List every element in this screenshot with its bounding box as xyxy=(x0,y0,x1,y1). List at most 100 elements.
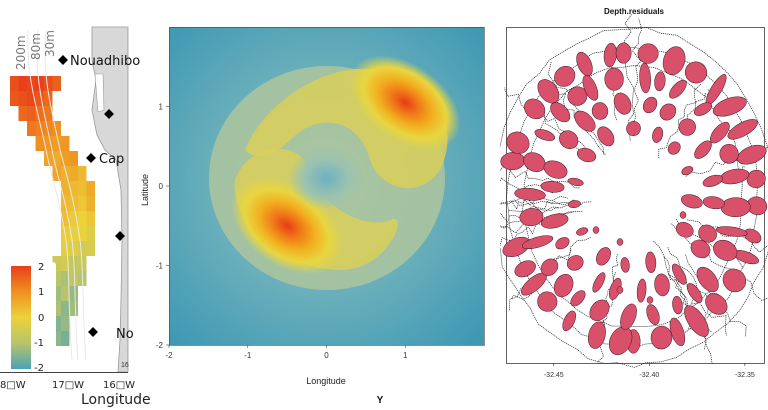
map-cell xyxy=(69,271,78,286)
residuals-chart: Depth.residuals -32.45 -32.40 -32.35 xyxy=(500,7,768,379)
map-cell xyxy=(86,181,95,196)
residuals-x-axis: -32.45 -32.40 -32.35 xyxy=(544,363,755,379)
peak-upper xyxy=(349,55,461,150)
contour-axes: -2 -1 0 1 -2 -1 0 1 xyxy=(156,103,408,361)
bay xyxy=(94,73,105,113)
residual-ellipse xyxy=(719,143,739,164)
map-panel: 200m 80m 30m Nouadhibo Cap No 16 xyxy=(0,0,160,410)
residual-ellipse xyxy=(615,42,632,64)
residual-ellipse xyxy=(587,321,606,349)
residual-ellipse xyxy=(522,235,554,250)
residuals-x-tick-label: -32.35 xyxy=(735,372,755,379)
residual-ellipse xyxy=(690,239,711,259)
survey-track xyxy=(500,211,574,229)
map-cell xyxy=(86,211,95,226)
residual-ellipse xyxy=(659,103,677,121)
residual-ellipse xyxy=(654,71,666,92)
map-cell xyxy=(10,91,19,106)
place-label-nouadhibou: Nouadhibo xyxy=(70,54,140,69)
residual-ellipse xyxy=(679,211,687,219)
map-cell xyxy=(18,91,27,106)
residual-ellipse xyxy=(720,197,751,218)
map-cell xyxy=(35,76,44,91)
residual-ellipse xyxy=(553,274,574,298)
map-x-tick-16w: 16□W xyxy=(103,380,135,391)
map-cell xyxy=(52,256,61,271)
depth-label-30m: 30m xyxy=(43,30,57,57)
residual-ellipse xyxy=(713,239,738,261)
place-markers: Nouadhibo Cap No 16 xyxy=(58,54,140,369)
map-cell xyxy=(69,241,78,256)
map-cell xyxy=(61,151,70,166)
residual-ellipse xyxy=(524,98,546,120)
map-cell xyxy=(52,331,61,346)
residual-ellipse xyxy=(626,120,641,137)
survey-track xyxy=(500,177,553,194)
residual-ellipse xyxy=(746,169,766,189)
map-cell xyxy=(69,166,78,181)
map-cell xyxy=(61,241,70,256)
residual-ellipse xyxy=(540,180,565,193)
map-cell xyxy=(61,181,70,196)
survey-track xyxy=(658,83,702,158)
map-cell xyxy=(61,271,70,286)
residual-ellipses xyxy=(500,42,768,356)
survey-track xyxy=(667,247,727,336)
depth-contour-30m xyxy=(44,29,87,361)
depth-labels: 200m 80m 30m xyxy=(14,30,57,70)
residual-ellipse xyxy=(646,296,654,304)
map-cell xyxy=(78,226,87,241)
map-cell xyxy=(61,211,70,226)
residuals-x-tick-label: -32.40 xyxy=(639,372,659,379)
survey-track xyxy=(540,107,588,157)
survey-track xyxy=(500,195,568,207)
residual-ellipse xyxy=(591,102,609,120)
legend-tick-neg1: -1 xyxy=(34,338,44,349)
residual-ellipse xyxy=(681,194,703,209)
map-cell xyxy=(69,286,78,301)
map-cell xyxy=(61,136,70,151)
residual-ellipse xyxy=(537,79,560,104)
map-cell xyxy=(78,196,87,211)
map-cell xyxy=(52,301,61,316)
residual-ellipse xyxy=(702,196,725,210)
residual-ellipse xyxy=(669,79,687,99)
contour-panel: -2 -1 0 1 -2 -1 0 1 Latitude Longitude Y xyxy=(140,0,500,410)
survey-tracks xyxy=(500,13,768,368)
residual-ellipse xyxy=(616,286,624,294)
survey-track xyxy=(631,18,643,131)
map-x-tick-18w: 8□W xyxy=(0,380,26,391)
residual-ellipse xyxy=(543,160,568,179)
residual-ellipse xyxy=(616,238,624,246)
place-marker-4 xyxy=(115,231,125,241)
residual-ellipse xyxy=(696,266,719,293)
residual-ellipse xyxy=(642,96,658,114)
survey-track xyxy=(554,85,606,155)
legend-tick-0: 0 xyxy=(38,313,44,324)
depth-label-200m: 200m xyxy=(14,35,28,70)
residual-ellipse xyxy=(576,147,597,163)
place-label-no: No xyxy=(116,327,134,342)
residual-ellipse xyxy=(519,208,544,227)
map-cell xyxy=(86,226,95,241)
residual-ellipse xyxy=(620,257,630,273)
contour-y-tick-label: 1 xyxy=(159,103,164,112)
survey-track xyxy=(547,61,605,155)
residual-ellipse xyxy=(646,304,660,325)
residual-ellipse xyxy=(514,187,546,201)
residual-ellipse xyxy=(672,296,683,315)
residual-ellipse xyxy=(582,75,599,101)
survey-track xyxy=(623,13,635,141)
map-cell xyxy=(52,316,61,331)
residual-ellipse xyxy=(715,226,748,237)
residual-ellipse xyxy=(675,222,694,238)
contour-chart: -2 -1 0 1 -2 -1 0 1 Latitude Longitude Y xyxy=(140,27,485,406)
residuals-x-tick-label: -32.45 xyxy=(544,372,564,379)
map-cell xyxy=(69,226,78,241)
contour-y-tick-label: -2 xyxy=(156,341,164,350)
map-cell xyxy=(61,166,70,181)
map-cell xyxy=(44,76,53,91)
residual-ellipse xyxy=(567,177,584,186)
residual-ellipse xyxy=(562,310,576,332)
residual-ellipse xyxy=(636,278,647,303)
